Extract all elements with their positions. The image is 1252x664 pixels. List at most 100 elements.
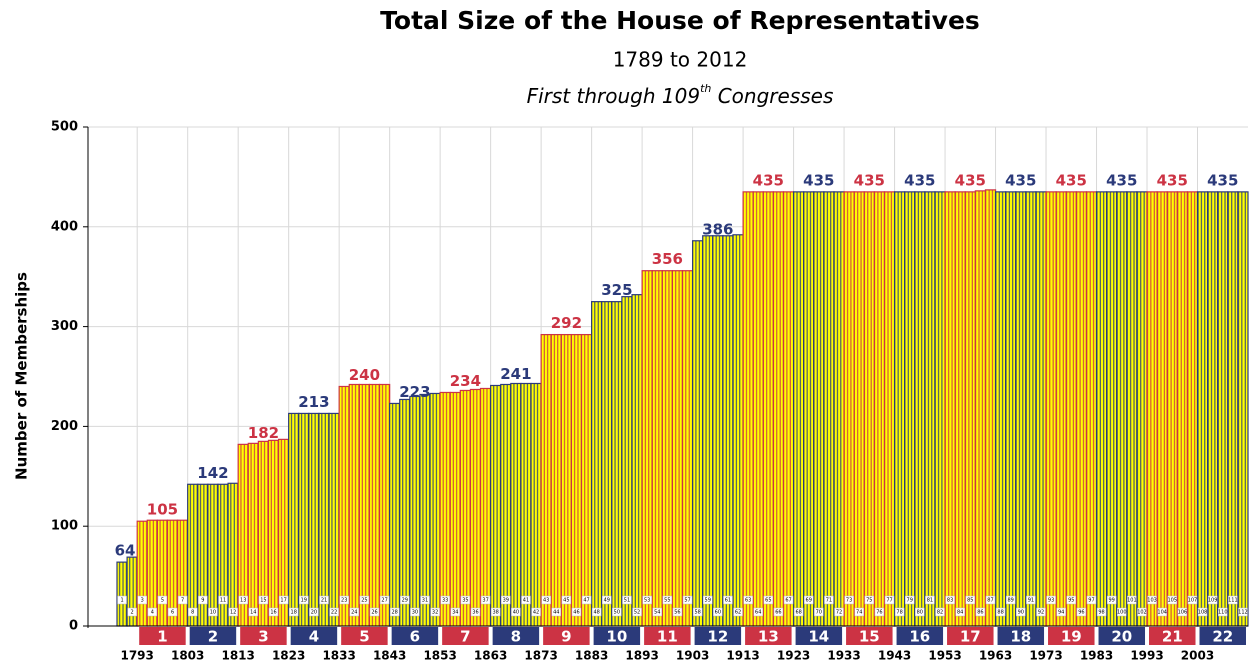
- bar: [621, 296, 633, 627]
- bar: [1237, 191, 1249, 627]
- decade-box: [139, 627, 186, 645]
- congress-label: 44: [553, 610, 559, 616]
- congress-label: 51: [624, 598, 630, 604]
- congress-label-box: [1117, 607, 1127, 617]
- congress-label-box: [258, 595, 269, 605]
- decade-box: [846, 627, 893, 645]
- group-label: 435: [753, 171, 784, 189]
- bar: [207, 483, 219, 627]
- decade-box: [694, 627, 742, 645]
- bar: [964, 191, 976, 627]
- group-label: 223: [399, 383, 430, 401]
- congress-label-box: [723, 595, 733, 605]
- congress-label: 81: [927, 598, 933, 604]
- congress-label-box: [309, 607, 319, 617]
- bar: [631, 294, 643, 627]
- congress-label-box: [783, 595, 794, 605]
- decade-label: 16: [909, 628, 930, 646]
- decade-box: [391, 627, 439, 645]
- congress-label-box: [702, 595, 713, 605]
- congress-label: 7: [181, 598, 184, 604]
- bar: [702, 235, 714, 627]
- bar: [681, 270, 694, 627]
- x-tick-label: 1953: [928, 649, 961, 663]
- decade-label: 20: [1111, 628, 1132, 646]
- congress-label: 75: [866, 598, 872, 604]
- congress-label: 49: [604, 598, 610, 604]
- congress-label: 60: [715, 610, 721, 616]
- congress-label: 87: [987, 598, 993, 604]
- congress-label-box: [127, 607, 137, 617]
- decade-box: [240, 627, 287, 645]
- bar: [1045, 191, 1057, 627]
- bar: [651, 270, 663, 627]
- bar: [883, 191, 896, 627]
- congress-label: 105: [1167, 598, 1177, 604]
- chart-title: Total Size of the House of Representativ…: [380, 6, 980, 35]
- congress-label: 39: [503, 598, 509, 604]
- congress-label-box: [1207, 595, 1218, 605]
- bar: [712, 235, 724, 627]
- congress-label-box: [814, 607, 824, 617]
- bar: [1015, 191, 1027, 627]
- congress-label-box: [369, 607, 380, 617]
- bar: [348, 383, 360, 627]
- x-tick-label: 1933: [827, 649, 860, 663]
- bar: [661, 270, 674, 627]
- congress-label-box: [460, 595, 471, 605]
- congress-label: 32: [432, 610, 438, 616]
- bar: [176, 519, 189, 627]
- bar: [227, 482, 239, 627]
- bar: [389, 402, 401, 627]
- bar: [560, 333, 573, 627]
- congress-label-box: [571, 607, 582, 617]
- group-label: 325: [601, 281, 632, 299]
- bar: [843, 191, 855, 627]
- congress-label-box: [501, 595, 511, 605]
- congress-label-box: [925, 595, 935, 605]
- congress-label-box: [1005, 595, 1016, 605]
- x-tick-label: 1993: [1130, 649, 1163, 663]
- group-label: 234: [450, 372, 481, 390]
- x-tick-label: 1833: [322, 649, 355, 663]
- bar: [1085, 191, 1098, 627]
- decade-box: [492, 627, 540, 645]
- congress-label-box: [995, 607, 1006, 617]
- congress-label: 31: [422, 598, 428, 604]
- bar: [601, 301, 613, 627]
- congress-label: 64: [755, 610, 761, 616]
- congress-label: 68: [795, 610, 801, 616]
- bar: [358, 383, 371, 627]
- congress-label: 74: [856, 610, 862, 616]
- congress-label: 37: [482, 598, 488, 604]
- congress-label: 15: [260, 598, 266, 604]
- bar: [671, 270, 684, 627]
- bar: [399, 398, 411, 627]
- bar: [459, 389, 472, 627]
- congress-label: 100: [1117, 610, 1127, 616]
- bar: [520, 382, 532, 627]
- congress-label-box: [975, 607, 986, 617]
- bar: [318, 412, 330, 627]
- group-label: 386: [702, 220, 733, 238]
- congress-label-box: [420, 595, 430, 605]
- bar: [1146, 191, 1158, 627]
- bar: [1075, 191, 1088, 627]
- congress-label-box: [1177, 607, 1188, 617]
- bar: [197, 483, 209, 627]
- congress-label: 59: [705, 598, 711, 604]
- bar: [419, 393, 431, 627]
- bar: [934, 191, 946, 627]
- congress-label: 1: [120, 598, 123, 604]
- congress-label: 48: [593, 610, 599, 616]
- y-axis-label: Number of Memberships: [13, 272, 31, 480]
- congress-label-box: [904, 595, 915, 605]
- congress-label: 62: [735, 610, 741, 616]
- congress-label: 14: [250, 610, 256, 616]
- congress-label-box: [238, 595, 248, 605]
- group-label: 435: [1056, 171, 1087, 189]
- group-label: 240: [349, 366, 380, 384]
- decade-label: 13: [758, 628, 779, 646]
- congress-label: 83: [947, 598, 953, 604]
